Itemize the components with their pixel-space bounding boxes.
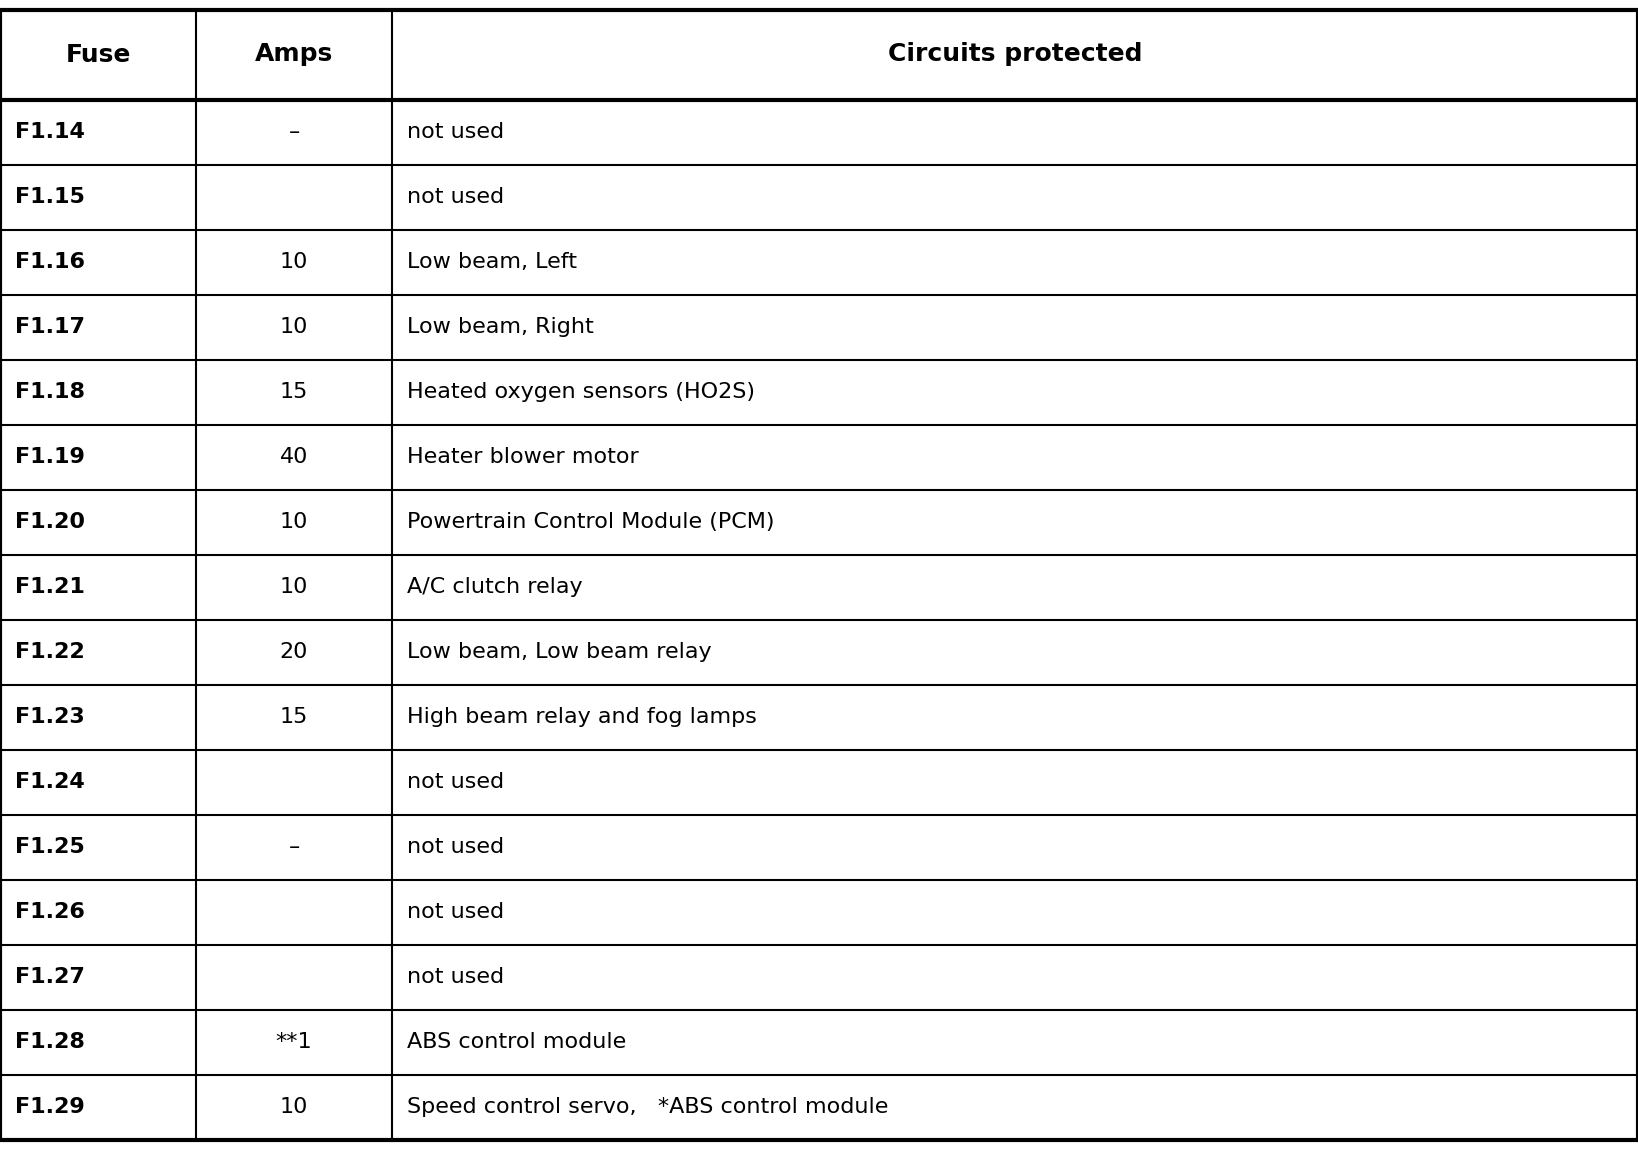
Bar (0, 879, 1638, 944)
Text: F1.22: F1.22 (15, 642, 85, 662)
Text: not used: not used (406, 772, 505, 792)
Text: 20: 20 (280, 642, 308, 662)
Text: Low beam, Low beam relay: Low beam, Low beam relay (406, 642, 711, 662)
Bar (0, 424, 1638, 489)
Bar (0, 815, 1638, 879)
Text: High beam relay and fog lamps: High beam relay and fog lamps (406, 707, 757, 727)
Text: –: – (288, 836, 300, 857)
Text: F1.21: F1.21 (15, 577, 85, 597)
Text: 10: 10 (280, 577, 308, 597)
Bar (0, 164, 1638, 230)
Bar (0, 294, 1638, 360)
Text: not used: not used (406, 836, 505, 857)
Text: Powertrain Control Module (PCM): Powertrain Control Module (PCM) (406, 512, 775, 532)
Text: not used: not used (406, 967, 505, 987)
Text: 10: 10 (280, 252, 308, 272)
Text: 40: 40 (280, 447, 308, 466)
Text: F1.29: F1.29 (15, 1097, 85, 1117)
Text: Heater blower motor: Heater blower motor (406, 447, 639, 466)
Text: Heated oxygen sensors (HO2S): Heated oxygen sensors (HO2S) (406, 381, 755, 402)
Text: Amps: Amps (256, 43, 333, 67)
Text: Low beam, Right: Low beam, Right (406, 317, 593, 337)
Bar (0, 100, 1638, 164)
Text: Circuits protected: Circuits protected (888, 43, 1142, 67)
Text: F1.16: F1.16 (15, 252, 85, 272)
Text: **1: **1 (275, 1032, 313, 1052)
Text: not used: not used (406, 902, 505, 921)
Text: not used: not used (406, 187, 505, 207)
Bar (0, 230, 1638, 294)
Text: 15: 15 (280, 707, 308, 727)
Text: F1.15: F1.15 (15, 187, 85, 207)
Bar (0, 1074, 1638, 1140)
Text: F1.17: F1.17 (15, 317, 85, 337)
Bar (0, 1010, 1638, 1074)
Text: F1.26: F1.26 (15, 902, 85, 921)
Bar (0, 489, 1638, 555)
Text: not used: not used (406, 122, 505, 142)
Text: F1.25: F1.25 (15, 836, 85, 857)
Text: F1.28: F1.28 (15, 1032, 85, 1052)
Bar (0, 555, 1638, 619)
Text: 15: 15 (280, 381, 308, 402)
Text: Fuse: Fuse (66, 43, 131, 67)
Text: 10: 10 (280, 1097, 308, 1117)
Text: Low beam, Left: Low beam, Left (406, 252, 577, 272)
Text: F1.23: F1.23 (15, 707, 85, 727)
Text: F1.27: F1.27 (15, 967, 85, 987)
Text: F1.19: F1.19 (15, 447, 85, 466)
Bar (0, 9, 1638, 100)
Text: –: – (288, 122, 300, 142)
Text: F1.18: F1.18 (15, 381, 85, 402)
Text: 10: 10 (280, 512, 308, 532)
Text: Speed control servo,   *ABS control module: Speed control servo, *ABS control module (406, 1097, 888, 1117)
Bar (0, 749, 1638, 815)
Text: A/C clutch relay: A/C clutch relay (406, 577, 583, 597)
Bar (0, 944, 1638, 1010)
Bar (0, 360, 1638, 424)
Text: 10: 10 (280, 317, 308, 337)
Bar (0, 619, 1638, 685)
Text: F1.14: F1.14 (15, 122, 85, 142)
Text: ABS control module: ABS control module (406, 1032, 626, 1052)
Text: F1.24: F1.24 (15, 772, 85, 792)
Bar (0, 685, 1638, 749)
Text: F1.20: F1.20 (15, 512, 85, 532)
